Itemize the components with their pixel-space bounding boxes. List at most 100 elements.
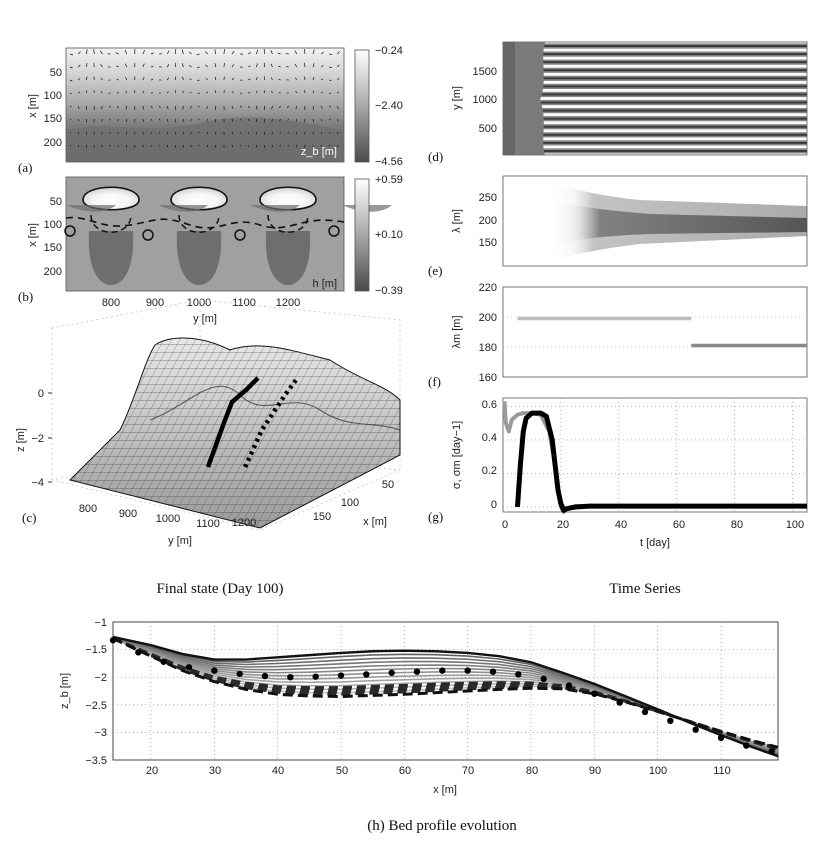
velocity-arrow-56 (124, 49, 128, 55)
velocity-arrow-94 (158, 131, 161, 134)
velocity-arrow-203 (271, 90, 273, 94)
velocity-arrow-201 (270, 63, 273, 68)
b-ylabel: x [m] (27, 223, 39, 247)
velocity-arrow-250 (320, 78, 324, 81)
velocity-arrow-39 (101, 144, 103, 148)
velocity-arrow-240 (312, 49, 315, 55)
e-ytick-1: 150 (479, 237, 497, 249)
g-xlabel: t [day] (640, 537, 670, 549)
velocity-arrow-103 (166, 144, 169, 148)
velocity-arrow-79 (142, 144, 144, 148)
velocity-arrow-164 (231, 105, 234, 110)
velocity-arrow-100 (166, 105, 169, 110)
velocity-arrow-138 (205, 78, 208, 81)
velocity-arrow-144 (214, 49, 217, 55)
velocity-arrow-265 (337, 64, 340, 68)
d-stripe-core-2 (540, 61, 807, 64)
velocity-arrow-82 (150, 79, 154, 81)
velocity-arrow-132 (197, 105, 200, 108)
panel-g-frame (502, 397, 808, 513)
panel-label-c: (c) (22, 510, 36, 525)
velocity-arrow-130 (197, 79, 200, 82)
velocity-arrow-270 (336, 131, 339, 135)
b-xtick-2: 900 (146, 297, 164, 309)
c-ytick-5: 1200 (232, 517, 256, 529)
h-xtick-7: 80 (526, 765, 538, 777)
g-series-line-1 (514, 410, 807, 513)
a-cbar-mid: −2.40 (375, 100, 403, 112)
panel-a-velocity-arrows (69, 48, 340, 148)
velocity-arrow-81 (150, 65, 154, 68)
velocity-arrow-87 (150, 144, 153, 147)
d-stripe-core-1 (540, 53, 807, 56)
h-reference-point-10 (363, 671, 370, 678)
g-xtick-4: 60 (673, 519, 685, 531)
h-ytick-5: −3 (94, 727, 107, 739)
e-ylabel: λ [m] (451, 209, 463, 233)
velocity-arrow-33 (100, 64, 103, 68)
h-xtick-4: 50 (336, 765, 348, 777)
velocity-arrow-20 (85, 105, 88, 110)
velocity-arrow-251 (320, 91, 323, 94)
b-xlabel: y [m] (193, 313, 217, 325)
b-cbar-max: +0.59 (375, 174, 403, 186)
velocity-arrow-224 (294, 50, 298, 55)
velocity-arrow-112 (181, 49, 184, 55)
velocity-arrow-10 (77, 78, 81, 81)
velocity-arrow-213 (279, 118, 281, 121)
h-ytick-4: −2.5 (85, 700, 107, 712)
velocity-arrow-268 (336, 105, 339, 109)
velocity-arrow-241 (312, 63, 315, 68)
velocity-arrow-76 (142, 105, 145, 110)
velocity-arrow-148 (214, 105, 217, 110)
h-ylabel: z_b [m] (59, 673, 71, 709)
d-stripe-core-12 (540, 141, 807, 144)
velocity-arrow-225 (294, 63, 298, 68)
d-stripe-core-0 (540, 45, 807, 48)
g-ytick-2: 0.2 (482, 465, 497, 477)
g-ytick-3: 0.4 (482, 432, 497, 444)
c-transect-dotted (242, 378, 298, 468)
b-dark-gap-1 (158, 205, 208, 212)
velocity-arrow-245 (312, 118, 314, 123)
velocity-arrow-173 (239, 118, 242, 121)
d-stripe-core-8 (540, 109, 807, 112)
c-transect-solid (205, 376, 260, 468)
velocity-arrow-124 (189, 105, 192, 109)
panel-d-frame (502, 41, 808, 156)
velocity-arrow-258 (329, 79, 332, 82)
velocity-arrow-207 (271, 144, 273, 148)
velocity-arrow-209 (278, 65, 281, 68)
velocity-arrow-2 (69, 79, 73, 82)
h-xtick-5: 60 (399, 765, 411, 777)
velocity-arrow-255 (320, 144, 323, 148)
velocity-arrow-267 (337, 91, 340, 94)
panel-label-b: (b) (18, 289, 33, 304)
c-ytick-2: 900 (119, 508, 137, 520)
velocity-arrow-113 (181, 63, 184, 68)
c-xtick-1: 50 (382, 479, 394, 491)
velocity-arrow-184 (255, 49, 259, 55)
velocity-arrow-202 (270, 77, 273, 81)
velocity-arrow-160 (231, 50, 235, 55)
h-xtick-2: 30 (209, 765, 221, 777)
velocity-arrow-99 (166, 91, 169, 94)
h-reference-point-4 (211, 667, 218, 674)
c-ytick-4: 1100 (196, 518, 220, 530)
g-ylabel: σ, σm [day−1] (451, 421, 463, 489)
a-ytick-2: 100 (44, 90, 62, 102)
velocity-arrow-80 (150, 52, 154, 55)
velocity-arrow-220 (286, 105, 289, 108)
h-reference-point-7 (287, 674, 294, 681)
velocity-arrow-136 (205, 51, 208, 55)
velocity-arrow-185 (255, 63, 258, 68)
velocity-arrow-222 (287, 131, 290, 134)
velocity-arrow-59 (125, 90, 128, 94)
velocity-arrow-181 (247, 118, 250, 122)
velocity-arrow-188 (255, 105, 258, 110)
velocity-arrow-147 (214, 90, 217, 94)
h-reference-point-2 (160, 658, 167, 665)
h-final-profile (112, 635, 779, 758)
velocity-arrow-205 (271, 118, 273, 122)
h-reference-point-1 (135, 649, 142, 656)
